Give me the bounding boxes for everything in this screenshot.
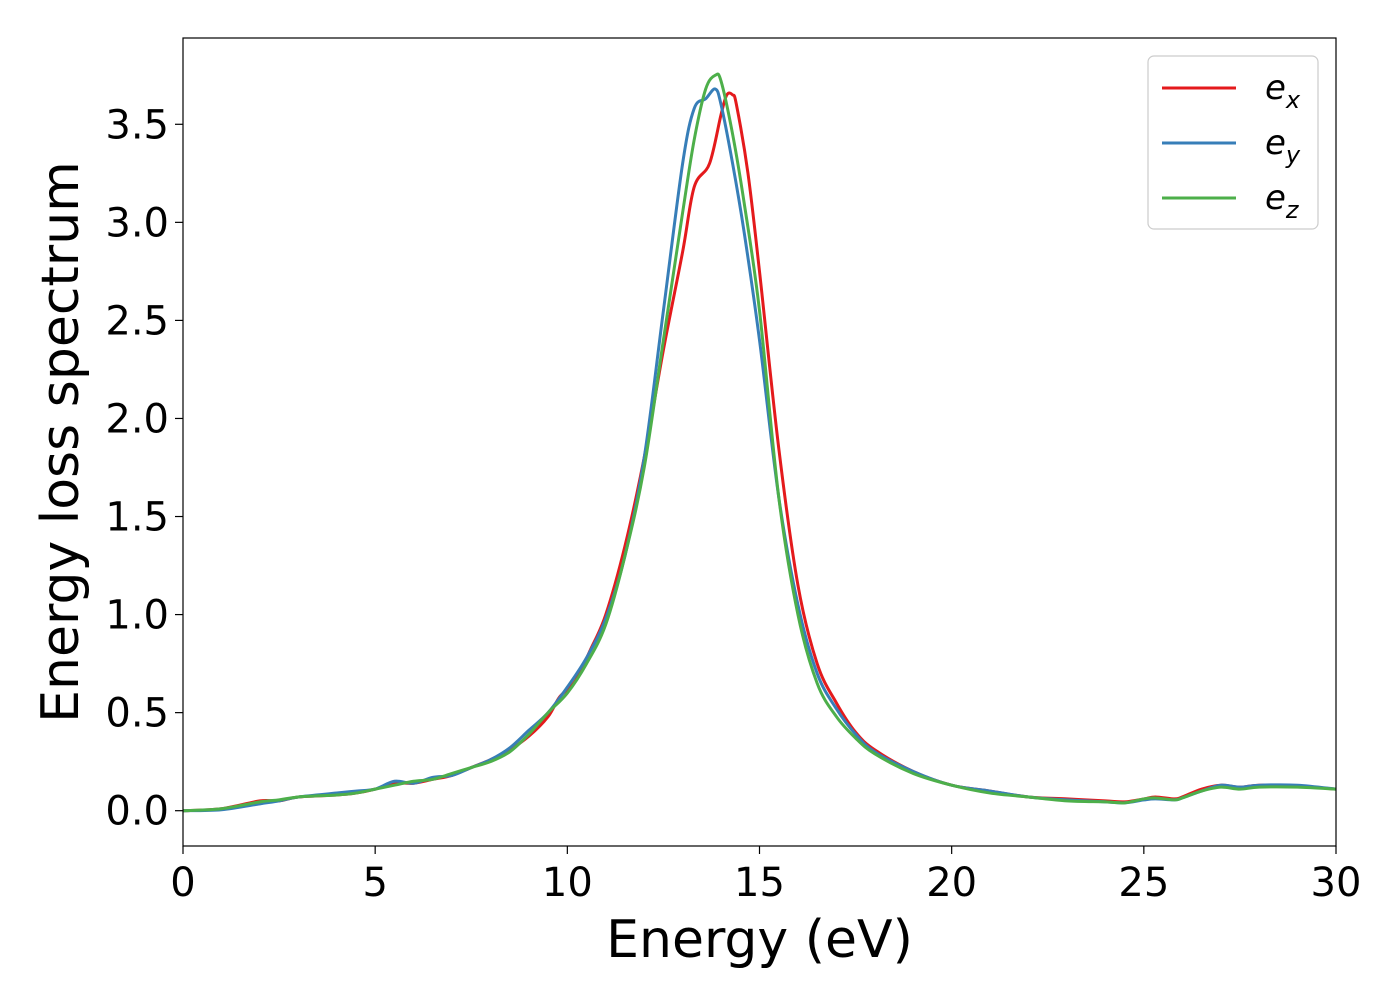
y-tick-label: 0.5 [105, 691, 169, 737]
x-tick-label: 15 [734, 860, 785, 906]
legend-label-x: ex [1265, 68, 1301, 114]
legend-label-base: e [1265, 178, 1286, 218]
legend-label-sub: y [1285, 141, 1301, 169]
legend-label-z: ez [1265, 178, 1300, 224]
y-tick-label: 3.5 [105, 102, 169, 148]
x-tick-label: 0 [170, 860, 195, 906]
y-axis-label: Energy loss spectrum [31, 161, 91, 723]
legend-label-base: e [1265, 123, 1286, 163]
series-layer [182, 72, 1337, 813]
x-axis-label: Energy (eV) [606, 910, 913, 970]
series-line-z [182, 72, 1337, 813]
y-tick-label: 0.0 [105, 789, 169, 835]
legend-label-base: e [1265, 68, 1286, 108]
x-tick-label: 30 [1311, 860, 1362, 906]
legend-label-sub: z [1285, 196, 1300, 224]
y-tick-label: 2.0 [105, 396, 169, 442]
x-tick-label: 20 [926, 860, 977, 906]
y-tick-label: 2.5 [105, 298, 169, 344]
x-tick-label: 5 [362, 860, 387, 906]
legend-label-sub: x [1285, 86, 1301, 114]
x-tick-label: 25 [1118, 860, 1169, 906]
y-tick-label: 1.5 [105, 495, 169, 541]
legend-label-y: ey [1265, 123, 1301, 169]
y-tick-label: 3.0 [105, 200, 169, 246]
y-tick-label: 1.0 [105, 593, 169, 639]
y-axis: 0.0 0.5 1.0 1.5 2.0 2.5 3.0 3.5 [105, 102, 183, 835]
x-tick-label: 10 [542, 860, 593, 906]
x-axis: 0 5 10 15 20 25 30 [170, 846, 1361, 906]
